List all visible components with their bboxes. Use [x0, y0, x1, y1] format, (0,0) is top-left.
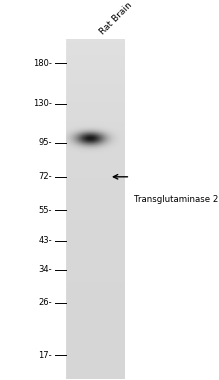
Text: 43-: 43- — [38, 236, 52, 245]
Text: 17-: 17- — [38, 351, 52, 360]
Text: 72-: 72- — [38, 172, 52, 181]
Text: 130-: 130- — [33, 99, 52, 108]
Text: 180-: 180- — [33, 59, 52, 68]
Text: 55-: 55- — [38, 206, 52, 215]
Text: 95-: 95- — [38, 138, 52, 147]
Text: 34-: 34- — [38, 265, 52, 274]
Text: Transglutaminase 2: Transglutaminase 2 — [134, 195, 218, 204]
Text: Rat Brain: Rat Brain — [98, 0, 134, 36]
Text: 26-: 26- — [38, 298, 52, 307]
